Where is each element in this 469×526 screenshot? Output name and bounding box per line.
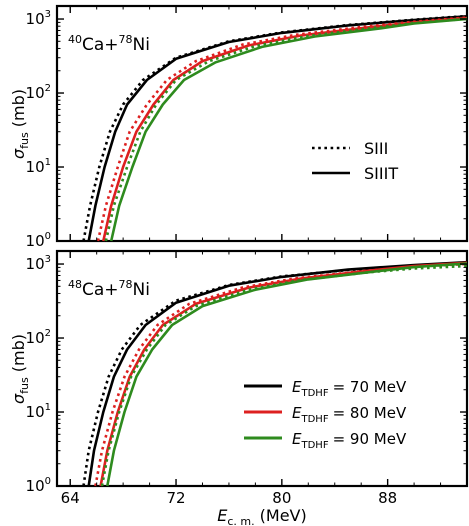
series-line-90-mev-solid: [106, 262, 468, 487]
x-tick-label: 64: [61, 489, 80, 507]
x-tick-label: 72: [166, 489, 185, 507]
series-line-70-mev-solid: [87, 260, 468, 487]
y-tick-label: 102: [26, 328, 51, 347]
series-line-80-mev-dotted: [94, 262, 468, 487]
legend-label-siii: SIII: [364, 139, 388, 158]
bottom-panel-annotation: 48Ca+78Ni: [68, 278, 150, 300]
series-line-80-mev-dotted: [96, 16, 468, 242]
bottom-y-ticks: 100 101 102 103: [26, 254, 467, 495]
bottom-plot-frame: [55, 249, 469, 488]
top-plot-frame: [55, 4, 469, 243]
series-line-90-mev-dotted: [104, 17, 468, 242]
y-tick-label: 102: [26, 83, 51, 102]
bottom-panel: 100 101 102 103 64 72 80 88 48Ca+78Ni σfus(mb)…: [9, 249, 469, 526]
bottom-x-ticks: 64 72 80 88: [61, 251, 442, 507]
series-line-90-mev-solid: [109, 17, 468, 242]
series-line-70-mev-dotted: [82, 14, 468, 242]
top-panel: 100 101 102 103 40Ca+78Ni σfus(mb) SIII SII…: [9, 4, 469, 250]
x-tick-label: 88: [378, 489, 397, 507]
legend-label-siiit: SIIIT: [364, 164, 398, 183]
top-legend: SIII SIIIT: [312, 139, 398, 183]
top-y-ticks: 100 101 102 103: [26, 9, 467, 250]
series-line-80-mev-solid: [102, 16, 468, 242]
legend-label-70mev: ETDHF = 70 MeV: [292, 378, 407, 399]
y-tick-label: 100: [26, 476, 51, 495]
legend-label-90mev: ETDHF = 90 MeV: [292, 430, 407, 451]
top-series-group: [82, 14, 468, 242]
x-tick-label: 80: [272, 489, 291, 507]
y-tick-label: 100: [26, 231, 51, 250]
series-line-70-mev-solid: [87, 15, 468, 242]
y-tick-label: 103: [26, 9, 51, 28]
y-tick-label: 101: [26, 157, 51, 176]
bottom-legend: ETDHF = 70 MeV ETDHF = 80 MeV ETDHF = 90 Me…: [244, 378, 407, 451]
y-tick-label: 103: [26, 254, 51, 273]
top-x-ticks: [69, 6, 442, 241]
series-line-70-mev-dotted: [82, 262, 468, 487]
series-line-80-mev-solid: [99, 261, 468, 487]
top-panel-annotation: 40Ca+78Ni: [68, 33, 150, 55]
y-tick-label: 101: [26, 402, 51, 421]
legend-label-80mev: ETDHF = 80 MeV: [292, 404, 407, 425]
bottom-series-group: [82, 260, 468, 487]
bottom-y-axis-label: σfus(mb): [9, 334, 31, 404]
series-line-90-mev-dotted: [100, 264, 468, 487]
top-y-axis-label: σfus(mb): [9, 89, 31, 159]
x-axis-label: Ec. m. (MeV): [217, 506, 306, 526]
